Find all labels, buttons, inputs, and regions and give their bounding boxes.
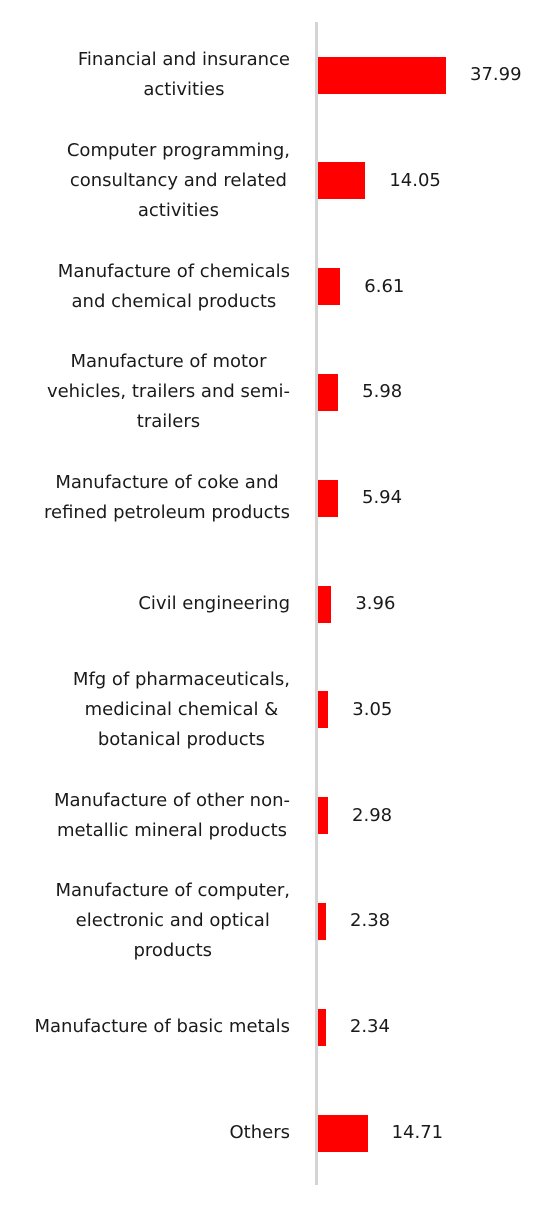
value-label: 3.05 bbox=[352, 698, 393, 720]
category-text: Manufacture of other non- metallic miner… bbox=[54, 789, 290, 841]
category-text: Mfg of pharmaceuticals, medicinal chemic… bbox=[72, 668, 290, 750]
category-text: Manufacture of motor vehicles, trailers … bbox=[46, 351, 290, 433]
bar bbox=[318, 797, 329, 835]
category-label: Financial and insurance activities bbox=[0, 15, 290, 135]
category-label: Others bbox=[0, 1073, 291, 1193]
bar bbox=[318, 268, 341, 306]
category-label: Mfg of pharmaceuticals, medicinal chemic… bbox=[0, 650, 290, 770]
bar bbox=[318, 691, 329, 729]
bar bbox=[318, 585, 332, 623]
category-label: Manufacture of basic metals bbox=[0, 967, 290, 1087]
category-label: Manufacture of motor vehicles, trailers … bbox=[0, 332, 290, 452]
bar bbox=[318, 1114, 368, 1152]
value-label: 6.61 bbox=[364, 275, 405, 297]
category-label: Manufacture of computer, electronic and … bbox=[0, 861, 290, 981]
value-label: 37.99 bbox=[470, 64, 522, 85]
category-text: Manufacture of chemicals and chemical pr… bbox=[57, 260, 290, 312]
category-label: Computer programming, consultancy and re… bbox=[0, 121, 290, 241]
value-label: 14.05 bbox=[389, 169, 441, 191]
axis-line bbox=[315, 22, 318, 1185]
bar bbox=[318, 56, 446, 94]
category-text: Manufacture of computer, electronic and … bbox=[55, 880, 290, 962]
category-text: Computer programming, consultancy and re… bbox=[66, 139, 290, 221]
value-label: 2.98 bbox=[352, 804, 393, 826]
bar bbox=[318, 373, 339, 411]
bar bbox=[318, 479, 338, 517]
value-label: 3.96 bbox=[355, 593, 396, 614]
bar bbox=[318, 162, 366, 200]
value-label: 5.98 bbox=[362, 381, 403, 403]
category-label: Manufacture of other non- metallic miner… bbox=[0, 756, 290, 876]
category-text: Financial and insurance activities bbox=[77, 49, 290, 100]
bar bbox=[318, 1008, 326, 1046]
category-text: Manufacture of coke and refined petroleu… bbox=[44, 472, 290, 524]
value-label: 5.94 bbox=[362, 487, 403, 509]
bar bbox=[318, 902, 327, 940]
category-label: Manufacture of chemicals and chemical pr… bbox=[0, 227, 290, 347]
category-text: Others bbox=[229, 1122, 291, 1143]
category-label: Manufacture of coke and refined petroleu… bbox=[0, 438, 290, 558]
category-label: Civil engineering bbox=[0, 544, 290, 664]
value-label: 2.34 bbox=[349, 1016, 390, 1038]
category-text: Manufacture of basic metals bbox=[34, 1016, 290, 1038]
category-text: Civil engineering bbox=[138, 593, 290, 614]
value-label: 2.38 bbox=[350, 910, 391, 932]
value-label: 14.71 bbox=[391, 1122, 444, 1143]
